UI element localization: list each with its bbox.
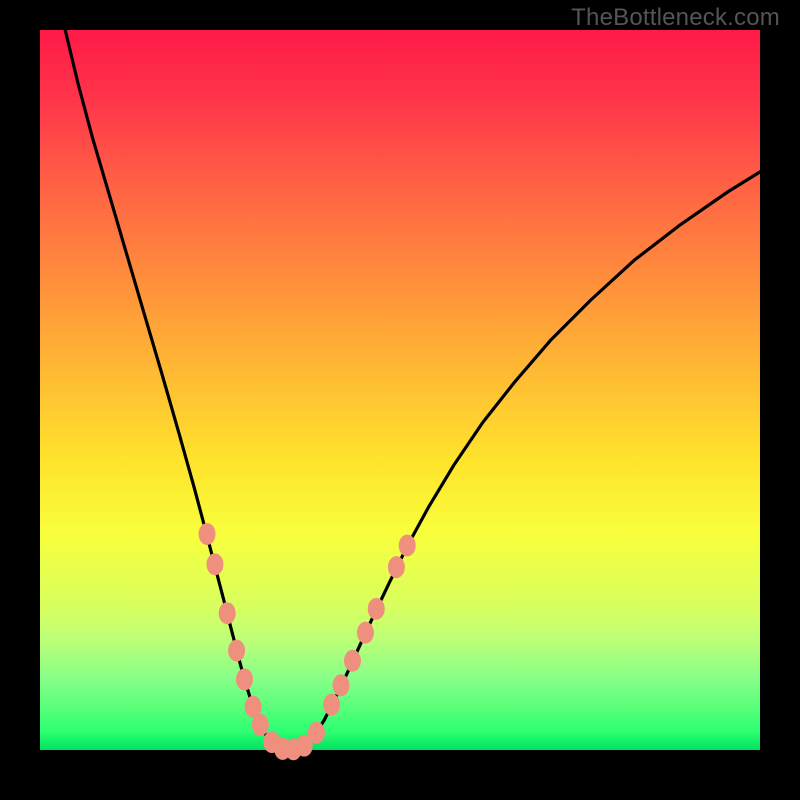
marker (219, 602, 236, 624)
marker (399, 535, 416, 557)
marker (228, 640, 245, 662)
marker (323, 694, 340, 716)
plot-background (40, 30, 760, 750)
marker (252, 714, 269, 736)
marker (332, 674, 349, 696)
marker (206, 553, 223, 575)
chart-container: TheBottleneck.com (0, 0, 800, 800)
marker (368, 598, 385, 620)
marker (308, 722, 325, 744)
watermark: TheBottleneck.com (571, 4, 780, 32)
marker (357, 622, 374, 644)
marker (388, 556, 405, 578)
marker (344, 650, 361, 672)
chart-svg (0, 0, 800, 800)
marker (236, 668, 253, 690)
marker (199, 523, 216, 545)
